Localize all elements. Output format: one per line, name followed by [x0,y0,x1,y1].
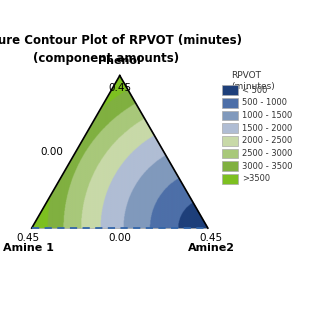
Bar [222,98,238,108]
Text: 2000 - 2500: 2000 - 2500 [242,136,292,145]
Text: RPVOT: RPVOT [232,71,262,80]
Text: 0.45: 0.45 [17,233,40,243]
Text: 500 - 1000: 500 - 1000 [242,98,287,107]
Text: 0.00: 0.00 [108,233,131,243]
Text: Amine2: Amine2 [188,243,235,253]
Text: 3000 - 3500: 3000 - 3500 [242,162,293,171]
Text: >3500: >3500 [242,174,270,183]
Text: Mixture Contour Plot of RPVOT (minutes): Mixture Contour Plot of RPVOT (minutes) [0,34,242,47]
Bar [222,161,238,171]
Text: 0.45: 0.45 [108,82,131,93]
Bar [222,123,238,133]
Bar [222,136,238,146]
Text: 1500 - 2000: 1500 - 2000 [242,124,292,133]
Bar [222,111,238,120]
Text: 1000 - 1500: 1000 - 1500 [242,111,292,120]
Text: (minutes): (minutes) [232,82,275,91]
Bar [222,174,238,184]
Text: Phenol: Phenol [98,56,141,66]
Text: Amine 1: Amine 1 [3,243,54,253]
Text: < 500: < 500 [242,86,268,95]
Bar [222,85,238,95]
Text: 2500 - 3000: 2500 - 3000 [242,149,293,158]
Text: 0.00: 0.00 [41,147,64,157]
Text: 0.45: 0.45 [200,233,223,243]
Text: (component amounts): (component amounts) [33,52,179,65]
Bar [222,149,238,158]
